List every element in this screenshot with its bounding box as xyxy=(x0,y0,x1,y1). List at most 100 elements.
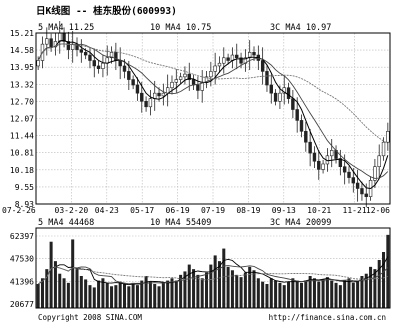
candle-body xyxy=(321,163,325,170)
volume-ma10-line xyxy=(37,265,389,285)
volume-bar xyxy=(174,280,178,308)
volume-bar xyxy=(304,280,308,308)
volume-bar xyxy=(45,269,49,308)
volume-bar xyxy=(252,270,256,308)
volume-bar xyxy=(200,278,204,308)
candle-body xyxy=(312,152,317,162)
candle-body xyxy=(96,65,101,69)
price-ma10-label: 10 MA4 10.75 xyxy=(150,23,211,33)
volume-bar xyxy=(66,282,70,308)
volume-bar xyxy=(282,285,286,308)
volume-bar xyxy=(243,272,247,308)
candle-body xyxy=(360,188,364,195)
candle-body xyxy=(273,92,278,102)
volume-bar xyxy=(71,239,75,308)
volume-bar xyxy=(347,278,351,308)
price-panel-frame xyxy=(35,32,391,205)
volume-y-tick-label: 62397 xyxy=(10,232,34,241)
candle-body xyxy=(161,92,166,97)
candle-body xyxy=(92,60,96,67)
candle-body xyxy=(36,60,40,67)
volume-bar xyxy=(53,261,57,308)
volume-bar xyxy=(373,269,377,308)
volume-bar xyxy=(295,280,299,308)
price-ma30-label: 3C MA4 10.97 xyxy=(270,23,331,33)
volume-bar xyxy=(58,273,62,308)
candle-body xyxy=(88,54,92,61)
volume-bar xyxy=(248,266,252,308)
candle-body xyxy=(157,92,161,97)
volume-bar xyxy=(356,280,360,308)
price-x-tick-label: 04-23 xyxy=(95,206,119,215)
candle-body xyxy=(269,84,273,94)
candle-body xyxy=(222,57,226,64)
volume-bar xyxy=(148,281,152,308)
volume-ma30-label: 3C MA4 20099 xyxy=(270,218,331,228)
volume-bar xyxy=(308,276,312,308)
candle-body xyxy=(101,62,105,69)
moving-average-lines xyxy=(37,39,389,190)
price-y-tick-label: 8.93 xyxy=(15,200,34,209)
volume-y-tick-label: 47530 xyxy=(10,255,34,264)
volume-bar xyxy=(369,266,373,308)
candle-body xyxy=(347,171,351,178)
candle-body xyxy=(148,98,153,108)
candle-body xyxy=(109,52,114,59)
volume-bar xyxy=(36,284,40,308)
volume-bar xyxy=(157,286,161,308)
volume-bar xyxy=(239,277,243,308)
candle-body xyxy=(377,155,381,167)
volume-bar xyxy=(274,280,278,308)
price-x-tick-label: 12-06 xyxy=(366,206,390,215)
candle-body xyxy=(213,65,217,72)
candle-body xyxy=(330,150,334,157)
volume-bar xyxy=(360,276,364,308)
volume-bar xyxy=(377,260,381,308)
volume-y-tick-label: 20677 xyxy=(10,300,34,309)
volume-bar xyxy=(205,272,209,308)
volume-bar xyxy=(287,281,291,308)
candle-body xyxy=(196,84,200,91)
candle-body xyxy=(165,87,170,94)
candle-body xyxy=(144,101,148,108)
candlesticks xyxy=(36,21,390,208)
volume-bar xyxy=(343,280,347,308)
price-y-tick-label: 9.55 xyxy=(15,183,34,192)
volume-bar xyxy=(135,285,139,308)
volume-bar xyxy=(62,278,66,308)
price-x-tick-label: 09-13 xyxy=(272,206,296,215)
volume-bar xyxy=(192,269,196,308)
candle-body xyxy=(118,60,122,67)
candle-body xyxy=(178,76,183,80)
price-x-tick-label: 06-19 xyxy=(166,206,190,215)
candle-body xyxy=(278,92,282,102)
price-y-tick-label: 15.21 xyxy=(10,29,34,38)
volume-bar xyxy=(179,274,183,308)
price-y-tick-label: 13.95 xyxy=(10,63,34,72)
volume-ma5-line xyxy=(37,256,389,286)
candle-body xyxy=(295,109,299,121)
volume-ma-lines xyxy=(37,256,389,286)
volume-bar xyxy=(230,270,234,308)
candle-body xyxy=(351,177,356,184)
volume-bar xyxy=(217,261,221,308)
volume-bar xyxy=(88,285,92,308)
chart-title: 日K线图 -- 桂东股份(600993) xyxy=(36,5,177,17)
volume-bar xyxy=(122,284,127,308)
price-y-tick-label: 11.44 xyxy=(10,132,34,141)
candle-body xyxy=(252,52,256,56)
candle-body xyxy=(304,130,308,143)
volume-bar xyxy=(144,276,148,308)
volume-bar xyxy=(118,281,122,308)
price-y-tick-label: 12.70 xyxy=(10,97,34,106)
volume-bars xyxy=(36,234,390,308)
candle-body xyxy=(364,193,368,197)
price-y-tick-label: 13.32 xyxy=(10,80,34,89)
volume-bar xyxy=(382,252,386,308)
volume-bar xyxy=(317,281,321,308)
volume-bar xyxy=(97,280,101,308)
candle-body xyxy=(140,92,144,102)
price-ma5-label: 5 MA4 11.25 xyxy=(38,23,94,33)
